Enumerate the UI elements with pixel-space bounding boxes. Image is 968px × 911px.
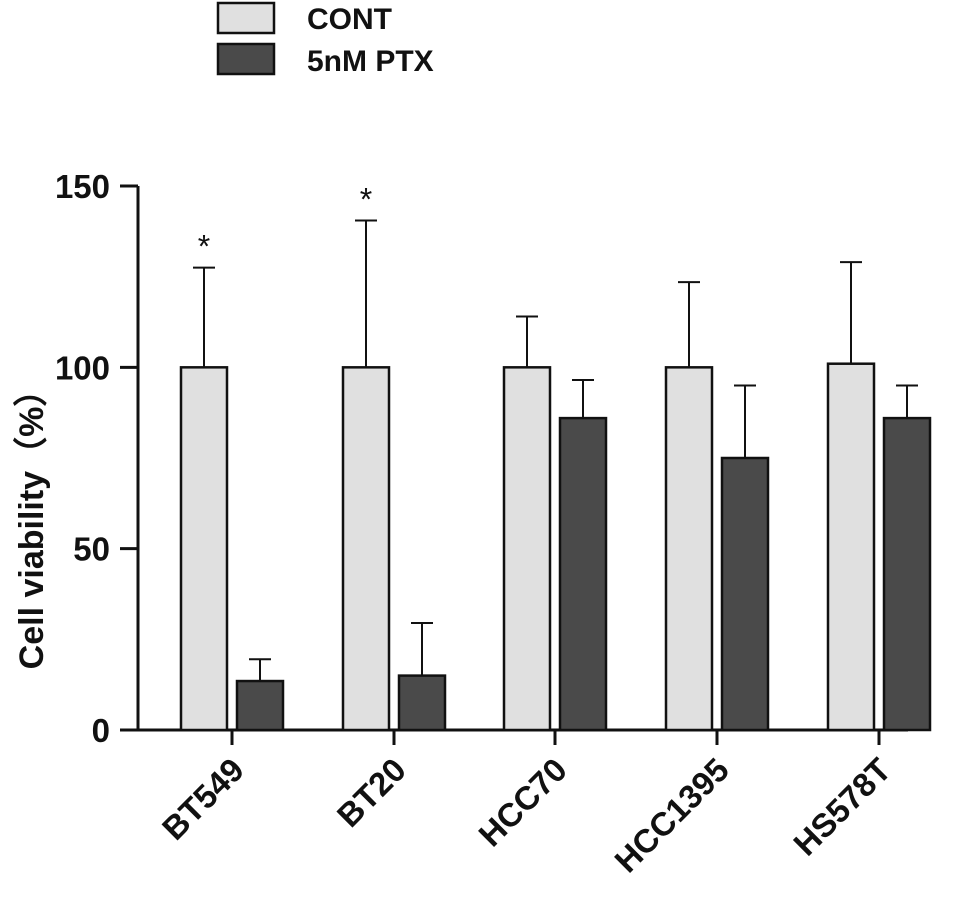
x-tick-label-hcc1395: HCC1395 [607,751,736,880]
bar-hcc1395-cont [664,366,714,732]
x-ticks: BT549 BT20 HCC70 HCC1395 HS578T [155,730,898,879]
y-tick-label-150: 150 [55,168,110,205]
legend-label-ptx: 5nM PTX [307,45,434,78]
bar-bt549-cont [179,366,229,732]
bar-bt549-ptx [235,679,285,732]
y-tick-label-100: 100 [55,349,110,386]
x-tick-label-bt20: BT20 [330,751,413,834]
bar-bt20-ptx [397,674,447,732]
legend: CONT 5nM PTX [216,1,434,78]
bar-hcc70-ptx [558,416,608,732]
bars [179,219,932,732]
bar-hcc70-cont [502,366,552,732]
y-tick-label-0: 0 [92,712,110,749]
legend-swatch-ptx [216,42,276,76]
bar-hs578t-cont [826,362,876,732]
significance-bt549: * [198,229,210,265]
bar-hcc1395-ptx [720,456,770,732]
x-tick-label-hcc70: HCC70 [471,751,574,854]
legend-label-cont: CONT [307,3,392,36]
y-axis-label: Cell viability（%） [12,373,51,670]
x-tick-label-bt549: BT549 [155,751,251,847]
y-ticks: 0 50 100 150 [55,168,138,749]
bar-hs578t-ptx [882,416,932,732]
y-tick-label-50: 50 [73,531,110,568]
significance-bt20: * [360,181,372,217]
legend-swatch-cont [216,1,276,35]
bar-bt20-cont [341,366,391,732]
x-tick-label-hs578t: HS578T [786,751,898,863]
